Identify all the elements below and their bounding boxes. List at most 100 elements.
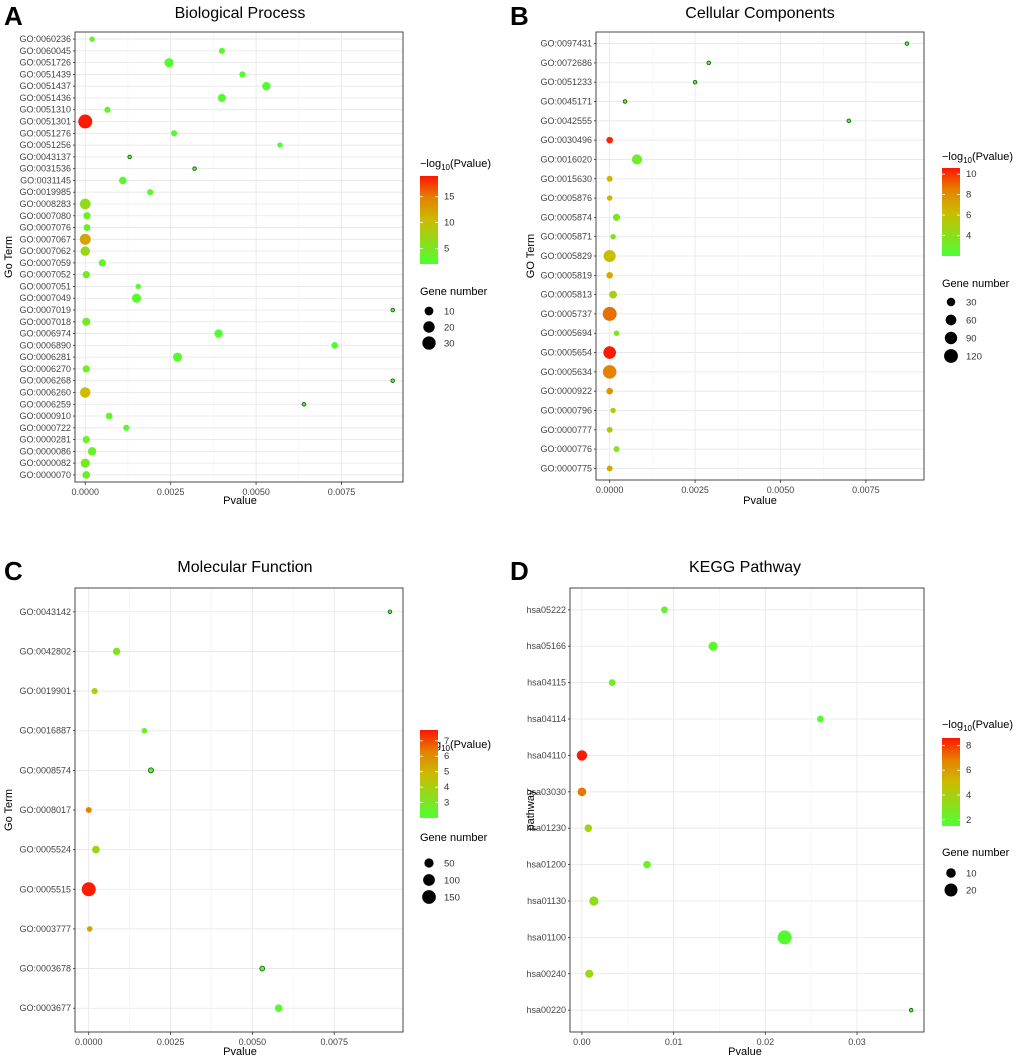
legend-color-label: 10 [444,218,455,229]
legend-color-label: 4 [966,790,971,801]
y-tick-label: GO:0007059 [19,258,71,268]
y-tick-label: GO:0051310 [19,105,71,115]
data-point [82,471,91,479]
data-point [123,424,130,431]
data-point [606,175,613,182]
legend-color-bar [420,730,438,818]
data-point [92,845,100,854]
legend-color-label: 8 [966,190,971,201]
y-tick-label: GO:0006974 [19,329,71,339]
data-point [603,346,616,359]
legend-size-dot [423,321,435,333]
legend-color-label: 2 [966,815,971,826]
data-point [390,378,396,383]
y-tick-label: GO:0006260 [19,387,71,397]
legend-color-label: 4 [444,782,449,793]
legend-color-bar [942,168,960,256]
y-tick-label: GO:0051276 [19,128,71,138]
y-tick-label: GO:0019901 [19,686,71,696]
data-point [89,36,95,42]
legend-size-label: 10 [444,307,455,318]
data-point [217,93,226,103]
data-point [147,767,154,774]
plot-border [74,31,404,483]
y-tick-label: GO:0030496 [540,135,592,145]
data-point [692,79,698,85]
y-tick-label: GO:0051439 [19,69,71,79]
legend-color-label: 6 [966,210,971,221]
data-point [80,387,91,398]
legend-size-dot [944,349,958,363]
data-point [613,446,620,453]
y-tick-label: GO:0007018 [19,317,71,327]
legend-color-label: 10 [966,169,977,180]
data-point [105,412,113,420]
data-point [82,435,90,444]
legend-size-title: Gene number [420,286,488,298]
data-point [218,47,226,54]
legend-size-label: 120 [966,352,982,363]
y-tick-label: GO:0005524 [19,845,71,855]
y-tick-label: hsa01100 [527,932,566,942]
x-tick-label: 0.0050 [242,487,270,497]
y-tick-label: GO:0006259 [19,399,71,409]
y-tick-label: GO:0043142 [19,607,71,617]
y-tick-label: GO:0042555 [540,116,592,126]
data-point [606,195,613,201]
data-point [274,1004,283,1013]
data-point [277,142,283,148]
legend-size-label: 10 [966,869,977,880]
y-tick-label: GO:0007049 [19,293,71,303]
data-point [87,447,97,456]
data-point [816,715,824,723]
plot-area [570,588,924,1032]
x-tick-label: 0.02 [757,1037,775,1047]
data-point [708,641,718,651]
data-point [104,106,111,113]
data-point [80,246,90,256]
y-tick-label: GO:0007062 [19,246,71,256]
x-axis-title: Pvalue [743,495,777,507]
y-tick-label: GO:0000070 [19,470,71,480]
y-tick-label: GO:0000775 [540,463,592,473]
legend-cc: −log10(Pvalue) 10 8 6 4 Gene number 30 60 90 120 [942,151,1013,363]
data-point [131,293,142,303]
y-tick-label: GO:0051256 [19,140,71,150]
data-point [613,330,620,336]
x-tick-label: 0.0025 [681,485,709,495]
legend-color-label: 15 [444,192,455,203]
y-tick-label: GO:0005871 [540,232,592,242]
y-tick-label: GO:0007076 [19,223,71,233]
y-tick-label: hsa01130 [527,896,566,906]
y-tick-label: GO:0015630 [540,174,592,184]
y-tick-label: GO:0000086 [19,446,71,456]
plot-title: KEGG Pathway [689,559,801,576]
legend-color-label: 7 [444,736,449,747]
legend-size-label: 50 [444,859,455,870]
legend-size-label: 20 [966,886,977,897]
x-axis-title: Pvalue [223,495,257,507]
data-point [602,365,617,379]
plot-border [569,587,925,1033]
y-tick-label: GO:0007067 [19,234,71,244]
plot-area [75,32,403,482]
data-point [172,352,183,362]
y-tick-label: GO:0006281 [19,352,71,362]
y-tick-label: GO:0000910 [19,411,71,421]
legend-size-title: Gene number [942,278,1010,290]
y-tick-label: GO:0003777 [19,924,71,934]
data-point [82,317,91,326]
panel-letter-c: C [4,556,23,586]
legend-size-label: 100 [444,876,460,887]
data-point [612,213,621,221]
data-point [127,154,132,160]
legend-color-label: 4 [966,231,971,242]
data-point [576,750,588,761]
x-tick-label: 0.0050 [239,1037,267,1047]
data-point [577,787,587,797]
data-point [135,283,141,290]
legend-size-label: 30 [966,298,977,309]
legend-size-label: 150 [444,893,460,904]
y-tick-label: GO:0005694 [540,328,592,338]
y-tick-label: GO:0000796 [540,405,592,415]
